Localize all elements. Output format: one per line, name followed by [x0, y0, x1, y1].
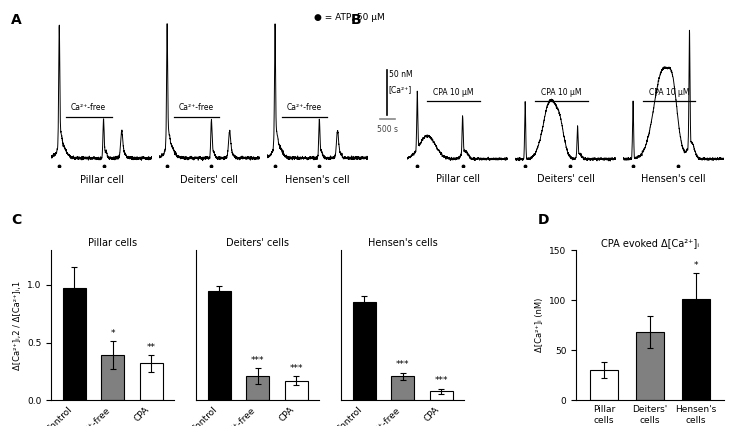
Bar: [284, 381, 308, 400]
Text: Deiters' cell: Deiters' cell: [537, 174, 594, 184]
Text: Pillar cell: Pillar cell: [80, 176, 124, 185]
Text: Pillar cell: Pillar cell: [436, 174, 480, 184]
Text: ● = ATP, 50 μM: ● = ATP, 50 μM: [314, 13, 385, 22]
Y-axis label: Δ[Ca²⁺]ᵢ (nM): Δ[Ca²⁺]ᵢ (nM): [534, 298, 544, 352]
Text: Hensen's cell: Hensen's cell: [285, 176, 349, 185]
Bar: [636, 332, 664, 400]
Bar: [353, 302, 376, 400]
Text: C: C: [11, 213, 21, 227]
Text: 50 nM: 50 nM: [389, 70, 412, 79]
Text: ***: ***: [251, 356, 265, 365]
Text: Ca²⁺-free: Ca²⁺-free: [179, 103, 214, 112]
Bar: [246, 376, 269, 400]
Text: A: A: [11, 13, 22, 27]
Text: **: **: [146, 343, 156, 352]
Text: *: *: [110, 329, 115, 338]
Text: Ca²⁺-free: Ca²⁺-free: [71, 103, 106, 112]
Text: *: *: [694, 261, 698, 270]
Bar: [590, 370, 618, 400]
Text: CPA 10 μM: CPA 10 μM: [541, 88, 582, 97]
Text: CPA 10 μM: CPA 10 μM: [433, 88, 474, 97]
Text: 500 s: 500 s: [377, 125, 398, 134]
Text: ***: ***: [434, 377, 448, 386]
Text: B: B: [351, 13, 362, 27]
Text: CPA 10 μM: CPA 10 μM: [649, 88, 689, 97]
Bar: [682, 299, 710, 400]
Bar: [63, 288, 86, 400]
Text: Ca²⁺-free: Ca²⁺-free: [287, 103, 322, 112]
Text: ***: ***: [396, 360, 409, 369]
Text: D: D: [537, 213, 549, 227]
Bar: [391, 376, 414, 400]
Title: Pillar cells: Pillar cells: [88, 238, 137, 248]
Title: CPA evoked Δ[Ca²⁺]ᵢ: CPA evoked Δ[Ca²⁺]ᵢ: [601, 238, 699, 248]
Title: Deiters' cells: Deiters' cells: [226, 238, 289, 248]
Text: Hensen's cell: Hensen's cell: [641, 174, 705, 184]
Text: ***: ***: [289, 364, 303, 373]
Y-axis label: Δ[Ca²⁺]ᵢ,2 / Δ[Ca²⁺]ᵢ,1: Δ[Ca²⁺]ᵢ,2 / Δ[Ca²⁺]ᵢ,1: [12, 281, 21, 370]
Text: Deiters' cell: Deiters' cell: [181, 176, 238, 185]
Bar: [140, 363, 162, 400]
Title: Hensen's cells: Hensen's cells: [368, 238, 438, 248]
Bar: [101, 355, 124, 400]
Bar: [208, 291, 231, 400]
Bar: [430, 391, 452, 400]
Text: [Ca²⁺]: [Ca²⁺]: [389, 85, 412, 94]
